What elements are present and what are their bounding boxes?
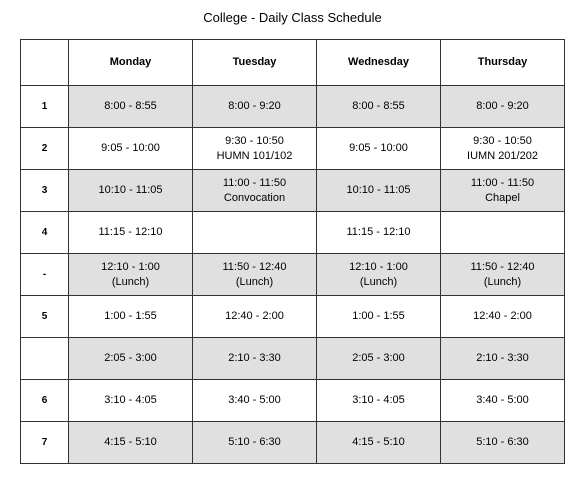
period-cell: 6 — [21, 380, 69, 422]
header-monday: Monday — [69, 40, 193, 86]
schedule-cell: 11:50 - 12:40(Lunch) — [441, 254, 565, 296]
table-row: -12:10 - 1:00(Lunch)11:50 - 12:40(Lunch)… — [21, 254, 565, 296]
table-row: 310:10 - 11:0511:00 - 11:50Convocation10… — [21, 170, 565, 212]
table-row: 51:00 - 1:5512:40 - 2:001:00 - 1:5512:40… — [21, 296, 565, 338]
table-header-row: Monday Tuesday Wednesday Thursday — [21, 40, 565, 86]
schedule-cell: 11:15 - 12:10 — [69, 212, 193, 254]
schedule-cell — [441, 212, 565, 254]
schedule-cell: 10:10 - 11:05 — [317, 170, 441, 212]
schedule-cell: 11:15 - 12:10 — [317, 212, 441, 254]
table-row: 63:10 - 4:053:40 - 5:003:10 - 4:053:40 -… — [21, 380, 565, 422]
schedule-cell: 2:05 - 3:00 — [317, 338, 441, 380]
schedule-cell — [193, 212, 317, 254]
schedule-cell: 5:10 - 6:30 — [193, 422, 317, 464]
header-thursday: Thursday — [441, 40, 565, 86]
period-cell: 2 — [21, 128, 69, 170]
schedule-cell: 4:15 - 5:10 — [69, 422, 193, 464]
schedule-cell: 8:00 - 8:55 — [69, 86, 193, 128]
schedule-cell: 3:40 - 5:00 — [193, 380, 317, 422]
period-cell: - — [21, 254, 69, 296]
table-row: 2:05 - 3:002:10 - 3:302:05 - 3:002:10 - … — [21, 338, 565, 380]
table-row: 74:15 - 5:105:10 - 6:304:15 - 5:105:10 -… — [21, 422, 565, 464]
schedule-cell: 2:05 - 3:00 — [69, 338, 193, 380]
period-cell: 1 — [21, 86, 69, 128]
schedule-cell: 11:00 - 11:50Chapel — [441, 170, 565, 212]
schedule-cell: 2:10 - 3:30 — [193, 338, 317, 380]
schedule-cell: 9:05 - 10:00 — [69, 128, 193, 170]
schedule-cell: 1:00 - 1:55 — [317, 296, 441, 338]
period-cell: 7 — [21, 422, 69, 464]
schedule-cell: 12:40 - 2:00 — [441, 296, 565, 338]
schedule-cell: 3:40 - 5:00 — [441, 380, 565, 422]
period-cell: 3 — [21, 170, 69, 212]
schedule-table: Monday Tuesday Wednesday Thursday 18:00 … — [20, 39, 565, 464]
schedule-cell: 12:10 - 1:00(Lunch) — [317, 254, 441, 296]
schedule-cell: 8:00 - 9:20 — [193, 86, 317, 128]
schedule-cell: 9:05 - 10:00 — [317, 128, 441, 170]
schedule-cell: 1:00 - 1:55 — [69, 296, 193, 338]
table-body: 18:00 - 8:558:00 - 9:208:00 - 8:558:00 -… — [21, 86, 565, 464]
schedule-cell: 3:10 - 4:05 — [69, 380, 193, 422]
schedule-cell: 11:00 - 11:50Convocation — [193, 170, 317, 212]
schedule-cell: 11:50 - 12:40(Lunch) — [193, 254, 317, 296]
header-period — [21, 40, 69, 86]
period-cell: 5 — [21, 296, 69, 338]
schedule-cell: 9:30 - 10:50HUMN 101/102 — [193, 128, 317, 170]
table-row: 411:15 - 12:1011:15 - 12:10 — [21, 212, 565, 254]
page-title: College - Daily Class Schedule — [20, 10, 565, 25]
schedule-cell: 10:10 - 11:05 — [69, 170, 193, 212]
schedule-cell: 4:15 - 5:10 — [317, 422, 441, 464]
period-cell: 4 — [21, 212, 69, 254]
table-row: 18:00 - 8:558:00 - 9:208:00 - 8:558:00 -… — [21, 86, 565, 128]
schedule-cell: 2:10 - 3:30 — [441, 338, 565, 380]
schedule-cell: 5:10 - 6:30 — [441, 422, 565, 464]
header-wednesday: Wednesday — [317, 40, 441, 86]
period-cell — [21, 338, 69, 380]
schedule-cell: 9:30 - 10:50IUMN 201/202 — [441, 128, 565, 170]
schedule-cell: 3:10 - 4:05 — [317, 380, 441, 422]
schedule-cell: 8:00 - 8:55 — [317, 86, 441, 128]
table-row: 29:05 - 10:009:30 - 10:50HUMN 101/1029:0… — [21, 128, 565, 170]
schedule-cell: 12:40 - 2:00 — [193, 296, 317, 338]
schedule-cell: 8:00 - 9:20 — [441, 86, 565, 128]
schedule-cell: 12:10 - 1:00(Lunch) — [69, 254, 193, 296]
header-tuesday: Tuesday — [193, 40, 317, 86]
